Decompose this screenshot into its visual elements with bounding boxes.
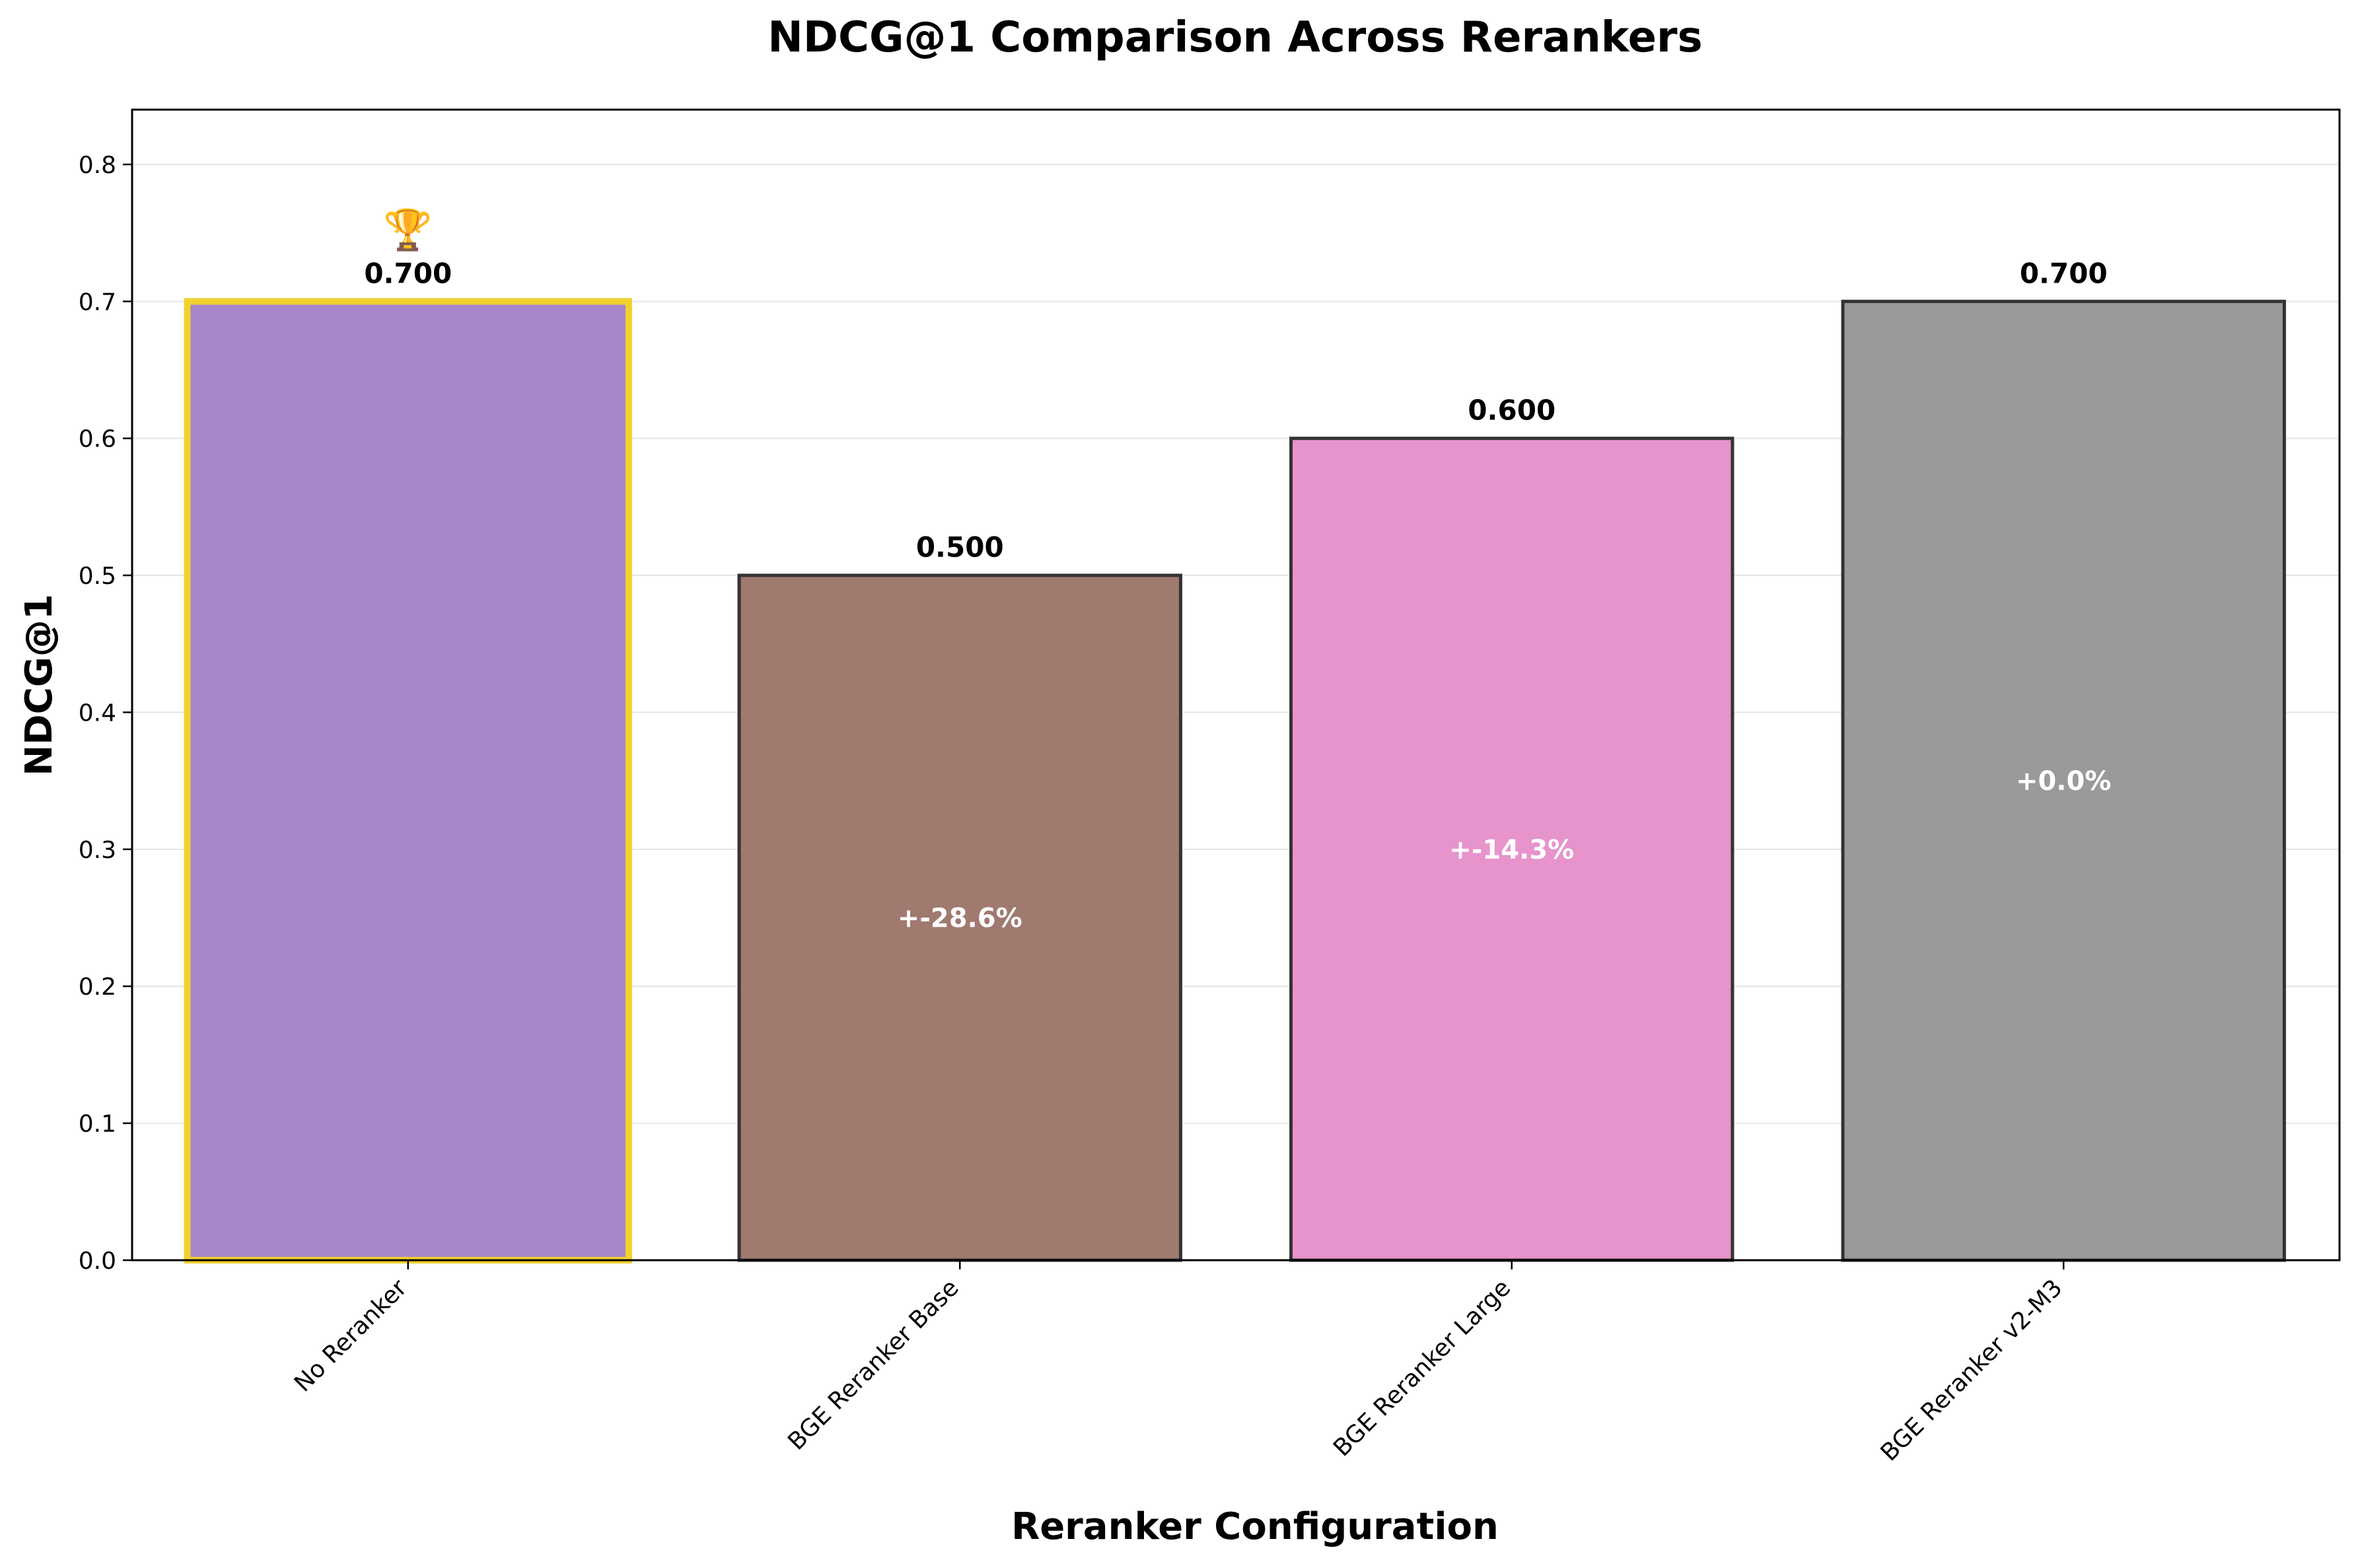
chart-title: NDCG@1 Comparison Across Rerankers (768, 13, 1702, 62)
y-tick-label: 0.7 (79, 289, 116, 316)
bar (1289, 437, 1734, 1262)
y-tick-label: 0.6 (79, 426, 116, 453)
bar-change-label: +-14.3% (1449, 835, 1574, 865)
y-tick-label: 0.3 (79, 837, 116, 864)
plot-frame (131, 108, 2341, 1262)
bar-change-label: +-28.6% (898, 904, 1022, 934)
bar-value-label: 0.600 (1468, 394, 1555, 427)
bar-value-label: 0.500 (916, 531, 1004, 563)
x-axis-label: Reranker Configuration (1011, 1505, 1499, 1548)
x-tick-label: BGE Reranker Large (1328, 1274, 1516, 1462)
y-tick-label: 0.5 (79, 563, 116, 590)
x-tick-label: BGE Reranker Base (783, 1274, 964, 1455)
bar-value-label: 0.700 (2020, 257, 2108, 289)
y-tick-label: 0.0 (79, 1248, 116, 1275)
y-axis-label: NDCG@1 (18, 594, 61, 775)
x-tick-label: BGE Reranker v2-M3 (1876, 1274, 2068, 1466)
y-tick-label: 0.2 (79, 974, 116, 1001)
y-tick-label: 0.8 (79, 152, 116, 179)
bars (184, 298, 2286, 1264)
axes (123, 108, 2341, 1269)
x-tick-label: No Reranker (289, 1274, 412, 1397)
bar-change-label: +0.0% (2016, 766, 2111, 797)
y-tick-label: 0.1 (79, 1111, 116, 1138)
y-tick-label: 0.4 (79, 699, 116, 727)
bar-value-label: 0.700 (364, 257, 452, 289)
bar (737, 573, 1182, 1262)
trophy-icon: 🏆 (383, 207, 433, 253)
bar (184, 298, 632, 1264)
